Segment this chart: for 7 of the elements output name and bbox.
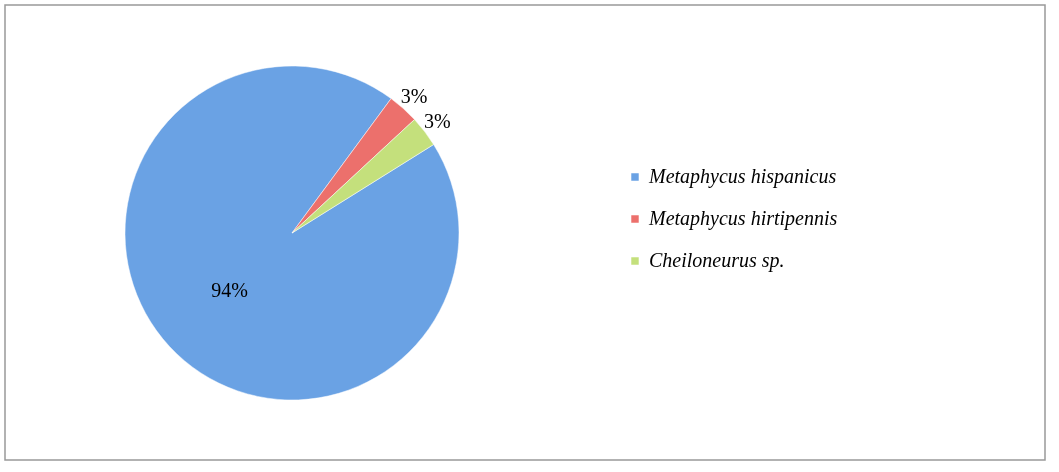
- data-label: 3%: [424, 109, 451, 132]
- pie-slice: [124, 65, 460, 401]
- legend-label: Cheiloneurus sp.: [649, 249, 785, 272]
- legend-label: Metaphycus hirtipennis: [648, 207, 838, 230]
- data-label: 94%: [211, 278, 248, 301]
- legend-label: Metaphycus hispanicus: [648, 165, 837, 188]
- data-label: 3%: [400, 84, 428, 107]
